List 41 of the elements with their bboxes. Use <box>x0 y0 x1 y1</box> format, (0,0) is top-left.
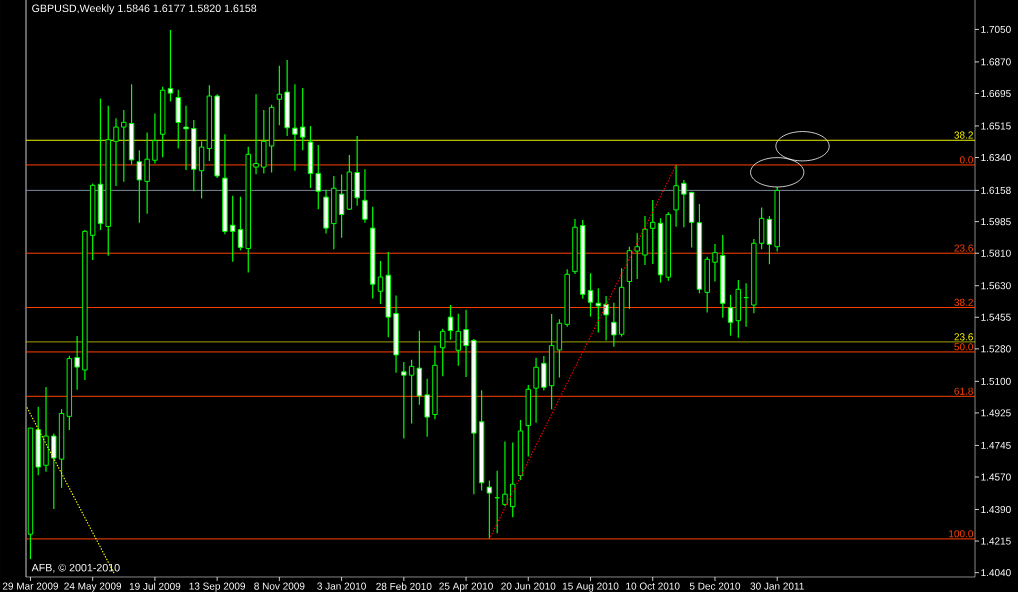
y-tick-label: 1.4570 <box>981 473 1011 481</box>
chart-title: GBPUSD,Weekly 1.5846 1.6177 1.5820 1.6158 <box>32 4 257 15</box>
annotation: 23.6 <box>954 244 973 252</box>
x-tick-label: 19 Jul 2009 <box>129 582 181 590</box>
annotation: 61.8 <box>954 387 973 395</box>
x-tick-label: 3 Jan 2010 <box>317 582 366 590</box>
annotation: 38.2 <box>954 298 973 306</box>
y-tick-label: 1.5100 <box>981 377 1011 385</box>
x-tick-label: 13 Sep 2009 <box>189 582 245 592</box>
y-tick-label: 1.4745 <box>981 441 1011 449</box>
annotation: 50.0 <box>954 343 974 351</box>
annotation: 38.2 <box>954 131 973 139</box>
y-tick-label: 1.4215 <box>981 537 1011 545</box>
y-tick-label: 1.6870 <box>981 58 1011 66</box>
x-tick-label: 15 Aug 2010 <box>562 582 619 592</box>
annotation: AFB, © 2001-2010 <box>31 563 120 573</box>
x-tick-label: 30 Jan 2011 <box>750 582 804 590</box>
y-tick-label: 1.6340 <box>981 154 1011 162</box>
annotation: 100.0 <box>949 530 974 538</box>
x-tick-label: 28 Feb 2010 <box>376 582 432 590</box>
x-tick-label: 29 Mar 2009 <box>2 582 59 590</box>
y-tick-label: 1.4040 <box>981 569 1011 577</box>
annotation: 0.0 <box>959 156 974 164</box>
x-tick-label: 24 May 2009 <box>64 582 122 592</box>
y-tick-label: 1.4390 <box>981 505 1011 514</box>
x-tick-label: 10 Oct 2010 <box>626 582 680 590</box>
x-tick-label: 25 Apr 2010 <box>439 582 493 592</box>
y-tick-label: 1.6158 <box>981 186 1011 194</box>
x-tick-label: 20 Jun 2010 <box>501 582 556 590</box>
y-tick-label: 1.5455 <box>981 313 1011 321</box>
x-tick-label: 5 Dec 2010 <box>689 582 741 590</box>
y-tick-label: 1.5810 <box>981 249 1011 257</box>
y-tick-label: 1.5985 <box>981 218 1011 226</box>
y-tick-label: 1.7050 <box>981 25 1011 33</box>
y-tick-label: 1.5280 <box>981 345 1011 353</box>
x-tick-label: 8 Nov 2009 <box>254 582 305 590</box>
y-tick-label: 1.6695 <box>981 89 1011 98</box>
y-tick-label: 1.4925 <box>981 409 1011 417</box>
annotation: 23.6 <box>954 333 973 341</box>
y-tick-label: 1.6515 <box>981 122 1011 130</box>
y-tick-label: 1.5630 <box>981 282 1011 290</box>
